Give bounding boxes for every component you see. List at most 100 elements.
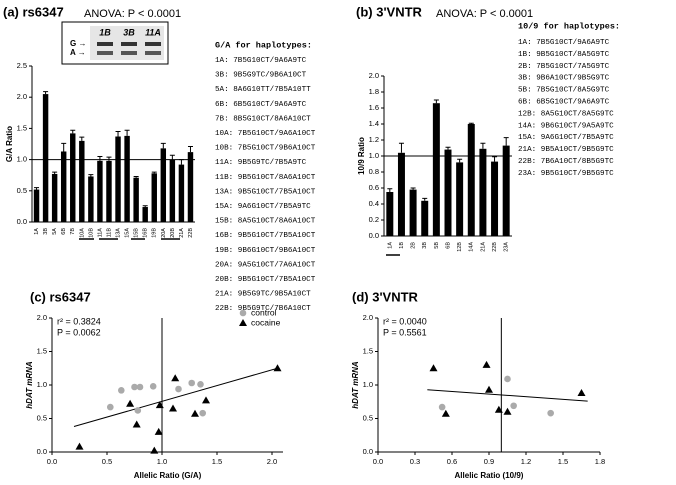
x-tick-label: 20A [161, 228, 167, 238]
x-tick-label: 10B [88, 228, 94, 238]
list-title: 10/9 for haplotypes: [518, 21, 620, 31]
bar [178, 164, 185, 222]
haplotype: 6B: 6B5G10CT/9A6A9TC [518, 99, 610, 107]
bar [79, 140, 85, 222]
error-bar [52, 171, 58, 174]
bar [467, 124, 475, 236]
y-tick-label: 0.0 [17, 217, 27, 226]
x-tick-label: 11B [106, 228, 112, 238]
point [131, 383, 138, 391]
y-tick-label: 1.2 [369, 135, 379, 144]
haplotype-underlines [79, 238, 400, 256]
haplotype: 20B: 9B5G10CT/7B5A10CT [215, 276, 316, 284]
haplotype: 12B: 8A5G10CT/8A5G9TC [518, 110, 614, 118]
error-bar [387, 188, 393, 192]
point [510, 402, 517, 410]
bar [51, 173, 58, 222]
bar [432, 103, 440, 236]
x-tick-label: 15B [134, 228, 140, 238]
bar [97, 160, 103, 222]
point [149, 383, 157, 390]
x-tick-label: 5B [434, 242, 440, 249]
bar [60, 151, 67, 222]
y-tick-label: 1.5 [37, 346, 47, 355]
x-tick-label: 15A [125, 228, 131, 238]
haplotype: 16B: 9B5G10CT/7B5A10CT [215, 232, 316, 240]
x-tick-label: 0.0 [47, 457, 57, 466]
point [494, 405, 503, 413]
stat-annotation: r² = 0.0040 [383, 316, 427, 326]
x-tick-label: 19B [152, 228, 158, 238]
lane-label: 1B [99, 27, 111, 37]
error-bar [503, 137, 509, 146]
bar [456, 162, 464, 236]
bar [33, 189, 40, 222]
gel-band [121, 42, 137, 46]
point [429, 364, 438, 372]
error-bar [61, 142, 67, 152]
band-label: G → [70, 39, 86, 48]
point [197, 381, 204, 388]
gel-band [145, 51, 161, 55]
point [482, 360, 491, 368]
x-tick-label: 1.8 [595, 457, 605, 466]
y-tick-label: 0.4 [369, 199, 379, 208]
bar [421, 200, 429, 236]
bar [444, 149, 452, 236]
y-tick-label: 1.8 [369, 87, 379, 96]
x-tick-label: 2.0 [267, 457, 277, 466]
point [175, 385, 182, 393]
haplotype: 13A: 9B5G10CT/7B5A10CT [215, 188, 316, 196]
x-tick-label: 1.2 [521, 457, 531, 466]
y-tick-label: 0.2 [369, 215, 379, 224]
error-bar [115, 131, 121, 137]
x-tick-label: 0.0 [373, 457, 383, 466]
error-bar [106, 156, 112, 161]
y-tick-label: 1.0 [17, 155, 27, 164]
point [171, 374, 180, 382]
haplotype: 14A: 9B6G10CT/9A5A9TC [518, 122, 614, 130]
gel-inset: 1B 3B 11A G →A → [61, 21, 169, 65]
point [132, 420, 141, 428]
y-tick-label: 0.0 [369, 231, 379, 240]
bar [115, 136, 121, 222]
x-tick-label: 5A [52, 228, 58, 235]
legend-marker [239, 319, 247, 326]
error-bar [457, 158, 463, 163]
x-tick-label: 1.5 [558, 457, 568, 466]
panel-title: (a) rs6347 [3, 4, 64, 19]
y-tick-label: 2.5 [17, 61, 27, 70]
x-tick-label: 0.5 [102, 457, 112, 466]
point [126, 399, 135, 407]
x-tick-label: 13A [115, 228, 121, 238]
point [202, 396, 210, 404]
point [154, 427, 163, 435]
error-bar [445, 146, 451, 150]
haplotype: 11A: 9B5G9TC/7B5A9TC [215, 159, 307, 167]
fit-line [73, 367, 278, 428]
stat-annotation: P = 0.0062 [57, 327, 101, 337]
x-tick-label: 1A [387, 242, 393, 249]
point [503, 407, 512, 415]
x-tick-label: 3B [422, 242, 428, 249]
error-bar [79, 136, 85, 141]
x-tick-label: 1.0 [157, 457, 167, 466]
bar [502, 145, 510, 236]
y-tick-label: 1.0 [37, 380, 47, 389]
x-axis-label: Allelic Ratio (10/9) [455, 471, 524, 480]
error-bar [398, 142, 404, 153]
haplotype: 19B: 9B6G10CT/9B6A10CT [215, 247, 316, 255]
haplotype: 10A: 7B5G10CT/9A6A10CT [215, 130, 316, 138]
y-axis-label: G/A Ratio [5, 126, 14, 162]
haplotype: 21A: 9B5A10CT/9B5G9TC [518, 146, 614, 154]
y-axis-label: 10/9 Ratio [357, 137, 366, 175]
bar [42, 94, 49, 222]
bar [70, 133, 76, 222]
error-bar [422, 197, 428, 201]
error-bar [410, 187, 416, 190]
bar [88, 176, 94, 222]
error-bar [433, 99, 439, 104]
y-tick-label: 2.0 [37, 313, 47, 322]
gel-band [121, 51, 137, 55]
haplotype: 15A: 9A6G10CT/7B5A9TC [215, 203, 311, 211]
